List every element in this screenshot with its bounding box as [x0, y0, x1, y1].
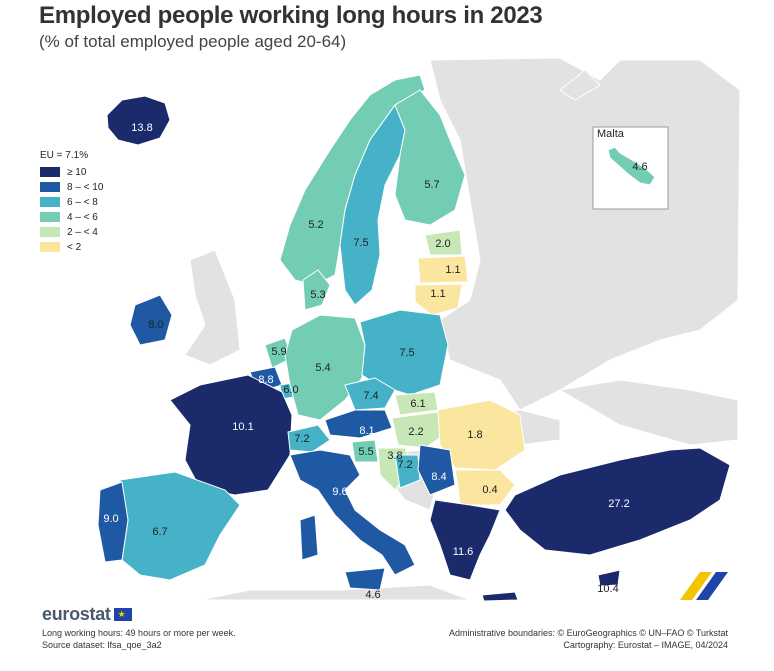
map-title: Employed people working long hours in 20… — [39, 2, 543, 29]
value-label-latvia: 1.1 — [445, 264, 460, 276]
legend-swatch — [40, 212, 60, 222]
footer-note-definition: Long working hours: 49 hours or more per… — [42, 628, 236, 638]
greece-shape — [429, 499, 501, 581]
legend-label: ≥ 10 — [67, 166, 87, 178]
legend-item: 2 – < 4 — [40, 225, 103, 239]
legend-swatch — [40, 227, 60, 237]
value-label-t-rkiye: 27.2 — [608, 498, 629, 510]
eu-flag-icon: ★ — [113, 608, 132, 621]
value-label-denmark: 5.3 — [310, 289, 325, 301]
hungary-shape — [391, 411, 449, 449]
sweden-shape — [339, 103, 406, 306]
footer-credit-cartography: Cartography: Eurostat – IMAGE, 04/2024 — [563, 640, 728, 650]
value-label-france: 10.1 — [232, 421, 253, 433]
value-label-netherlands: 5.9 — [271, 346, 286, 358]
value-label-belgium: 8.8 — [258, 374, 273, 386]
bulgaria-shape — [454, 469, 516, 506]
portugal-shape — [97, 481, 129, 563]
malta-shape — [607, 146, 656, 186]
legend-header: EU = 7.1% — [40, 150, 89, 161]
legend-item: 8 – < 10 — [40, 180, 103, 194]
footer-note-source: Source dataset: lfsa_qoe_3a2 — [42, 640, 162, 650]
legend-label: 6 – < 8 — [67, 196, 98, 208]
iceland-shape — [106, 95, 171, 146]
value-label-sweden: 7.5 — [353, 237, 368, 249]
value-label-romania: 1.8 — [467, 429, 482, 441]
estonia-shape — [424, 229, 463, 256]
value-label-greece: 11.6 — [453, 546, 474, 558]
value-labels: 13.8 5.2 7.5 5.7 2.0 1.11.1 5.3 8.0 5.9 8.8 6.0 5.4… — [103, 122, 647, 601]
value-label-norway: 5.2 — [308, 219, 323, 231]
value-label-luxembourg: 6.0 — [283, 384, 298, 396]
value-label-bosnia-and-herzegovina: 7.2 — [397, 459, 412, 471]
value-label-cyprus: 10.4 — [597, 583, 618, 595]
value-label-serbia: 8.4 — [431, 471, 446, 483]
value-label-slovenia: 5.5 — [358, 446, 373, 458]
legend-item: < 2 — [40, 240, 103, 254]
eurostat-logo: eurostat ★ — [42, 604, 132, 625]
logo-stripes — [680, 572, 728, 600]
lithuania-shape — [414, 283, 463, 316]
cyprus-shape — [597, 569, 621, 587]
malta-inset — [592, 126, 669, 210]
legend-item: 4 – < 6 — [40, 210, 103, 224]
crete-shape — [481, 591, 519, 601]
legend-swatch — [40, 167, 60, 177]
footer-notes: Long working hours: 49 hours or more per… — [42, 627, 236, 651]
value-label-switzerland: 7.2 — [294, 433, 309, 445]
brand-name: eurostat — [42, 604, 111, 624]
value-label-malta: 4.6 — [632, 161, 647, 173]
slovenia-shape — [351, 439, 379, 463]
bosnia-shape — [394, 454, 421, 489]
value-label-italy: 9.6 — [332, 486, 347, 498]
legend-label: 2 – < 4 — [67, 226, 98, 238]
legend-swatch — [40, 242, 60, 252]
france-shape — [169, 374, 293, 496]
uk — [184, 249, 241, 366]
italy-shape — [289, 449, 416, 576]
footer-credit-boundaries: Administrative boundaries: © EuroGeograp… — [448, 628, 728, 638]
value-label-germany: 5.4 — [315, 362, 330, 374]
legend-label: 8 – < 10 — [67, 181, 104, 193]
legend-item: ≥ 10 — [40, 165, 103, 179]
legend-swatch — [40, 182, 60, 192]
legend-label: 4 – < 6 — [67, 211, 98, 223]
czechia-shape — [344, 377, 396, 411]
value-label-croatia: 3.8 — [387, 450, 402, 462]
value-label-czechia: 7.4 — [363, 390, 378, 402]
footer-credits: Administrative boundaries: © EuroGeograp… — [449, 627, 728, 651]
malta-inset-title: Malta — [597, 128, 625, 140]
value-label-iceland: 13.8 — [131, 122, 152, 134]
value-label-portugal: 9.0 — [103, 513, 118, 525]
legend-item: 6 – < 8 — [40, 195, 103, 209]
serbia-shape — [417, 444, 456, 496]
latvia-shape — [417, 255, 469, 284]
legend-swatch — [40, 197, 60, 207]
value-label-estonia: 2.0 — [435, 238, 450, 250]
switzerland-shape — [287, 424, 331, 453]
legend: EU = 7.1% ≥ 10 8 – < 10 6 – < 8 4 – < 6 … — [40, 150, 103, 255]
value-label-hungary: 2.2 — [408, 426, 423, 438]
europe-map: Malta 13.8 5.2 7.5 5.7 2.0 1.11.1 5.3 8.0 5.9 8.8… — [97, 57, 741, 601]
legend-label: < 2 — [67, 241, 82, 253]
sicily-shape — [344, 567, 386, 591]
value-label-italy-islands: 4.6 — [365, 589, 380, 601]
denmark-shape — [302, 269, 331, 311]
map-subtitle: (% of total employed people aged 20-64) — [39, 32, 347, 51]
austria-shape — [324, 409, 393, 439]
value-label-slovakia: 6.1 — [410, 398, 425, 410]
value-label-poland: 7.5 — [399, 347, 414, 359]
finland-shape — [394, 89, 466, 226]
value-label-lithuania: 1.1 — [430, 288, 445, 300]
value-label-finland: 5.7 — [424, 179, 439, 191]
value-label-bulgaria: 0.4 — [482, 484, 497, 496]
turkiye-shape — [504, 447, 731, 556]
value-label-ireland: 8.0 — [148, 319, 163, 331]
value-label-spain: 6.7 — [152, 526, 167, 538]
ireland-shape — [129, 294, 173, 346]
value-label-austria: 8.1 — [359, 425, 374, 437]
germany-shape — [284, 314, 366, 421]
sardinia-shape — [299, 514, 319, 561]
poland-shape — [359, 309, 449, 396]
